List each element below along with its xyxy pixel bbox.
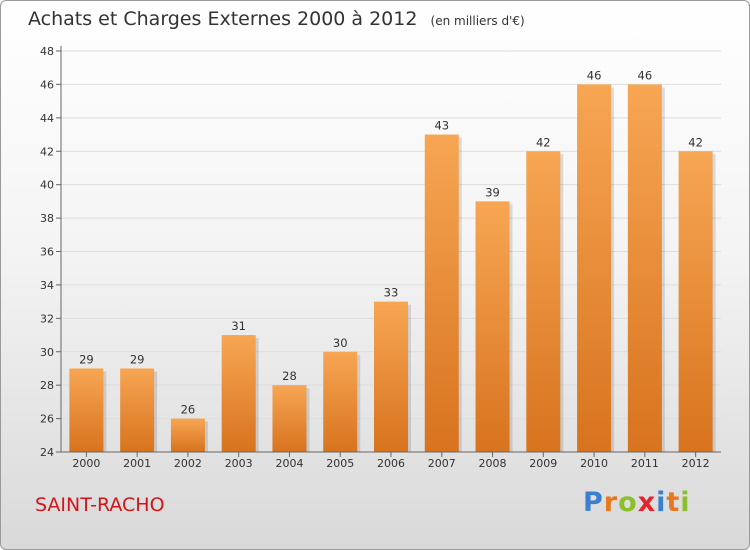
- bar-2006: [374, 301, 408, 452]
- x-tick-label: 2004: [275, 457, 303, 470]
- data-label: 26: [181, 403, 196, 417]
- data-label: 46: [587, 68, 602, 82]
- bar-2005: [323, 351, 358, 452]
- axis-layer: 24 26 28 30 32 34 36 38 40 42 44 46 48 2000 2001 2002 20…: [40, 45, 721, 470]
- x-tick-label: 2002: [174, 457, 202, 470]
- data-label: 33: [384, 286, 399, 300]
- bar-2008: [475, 201, 510, 452]
- bar-2009: [526, 151, 561, 452]
- data-label: 28: [282, 369, 297, 383]
- bar-2011: [627, 84, 662, 453]
- chart-subtitle: (en milliers d'€): [430, 14, 525, 28]
- logo-letter: i: [680, 487, 691, 518]
- logo-letter: i: [656, 487, 667, 518]
- x-tick-label: 2005: [326, 457, 354, 470]
- x-tick-label: 2006: [377, 457, 405, 470]
- data-label: 43: [434, 119, 449, 133]
- y-tick-label: 26: [40, 413, 54, 426]
- bar-layer: [69, 84, 716, 453]
- x-tick-label: 2010: [580, 457, 608, 470]
- x-tick-label: 2003: [225, 457, 253, 470]
- data-label: 29: [79, 352, 94, 366]
- x-tick-label: 2007: [428, 457, 456, 470]
- y-tick-label: 38: [40, 212, 54, 225]
- x-tick-label: 2000: [72, 457, 100, 470]
- y-tick-label: 24: [40, 446, 54, 459]
- proxiti-logo[interactable]: Proxiti: [583, 487, 691, 518]
- y-tick-label: 36: [40, 246, 54, 259]
- logo-letter: t: [666, 487, 681, 518]
- bar-2004: [272, 385, 307, 452]
- title-row: Achats et Charges Externes 2000 à 2012 (…: [28, 8, 525, 30]
- x-tick-label: 2008: [479, 457, 507, 470]
- logo-letter: o: [618, 487, 638, 518]
- commune-name: SAINT-RACHO: [35, 494, 165, 516]
- bar-2012: [678, 151, 713, 452]
- logo-letter: P: [583, 487, 604, 518]
- data-label: 46: [638, 68, 653, 82]
- y-tick-label: 40: [40, 179, 54, 192]
- logo-letter: r: [603, 487, 619, 518]
- x-tick-label: 2009: [529, 457, 557, 470]
- bar-2010: [577, 84, 612, 453]
- x-tick-label: 2012: [682, 457, 710, 470]
- y-tick-label: 42: [40, 145, 54, 158]
- bar-2001: [120, 368, 155, 452]
- data-label: 31: [231, 319, 246, 333]
- chart-title: Achats et Charges Externes 2000 à 2012: [28, 8, 418, 30]
- y-tick-label: 30: [40, 346, 54, 359]
- bar-2003: [221, 335, 256, 452]
- data-label: 29: [130, 352, 145, 366]
- label-layer: 29 29 26 31 28 30 33 43 39 42 46 46 42: [79, 68, 703, 416]
- data-label: 30: [333, 336, 348, 350]
- data-label: 42: [536, 135, 551, 149]
- y-tick-label: 44: [40, 112, 54, 125]
- bar-2002: [170, 418, 205, 452]
- x-tick-label: 2011: [631, 457, 659, 470]
- y-tick-label: 46: [40, 78, 54, 91]
- bar-2007: [424, 134, 459, 452]
- y-tick-label: 32: [40, 312, 54, 325]
- y-tick-label: 34: [40, 279, 54, 292]
- data-label: 39: [485, 185, 500, 199]
- y-tick-label: 28: [40, 379, 54, 392]
- data-label: 42: [688, 135, 703, 149]
- y-tick-label: 48: [40, 45, 54, 58]
- bar-2000: [69, 368, 104, 452]
- x-tick-label: 2001: [123, 457, 151, 470]
- logo-letter: x: [637, 487, 657, 518]
